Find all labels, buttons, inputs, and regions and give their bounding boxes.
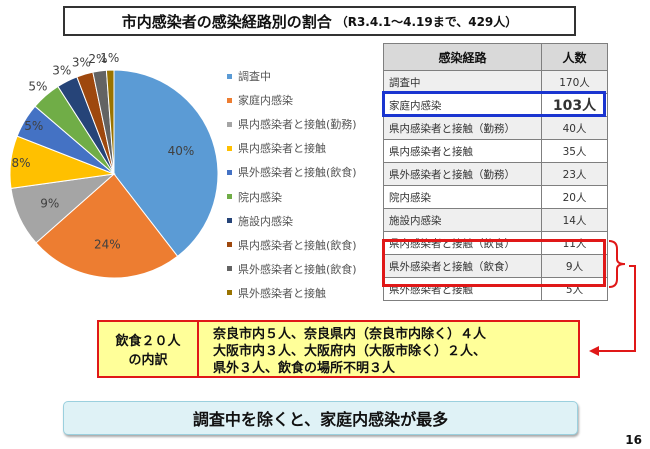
title-box: 市内感染者の感染経路別の割合 （R3.4.1～4.19まで、429人） <box>63 6 576 36</box>
table-row: 家庭内感染 103人 <box>383 93 608 117</box>
route-cell: 家庭内感染 <box>383 93 542 117</box>
legend-item: 県外感染者と接触 <box>227 283 326 303</box>
pie-slice <box>113 69 219 258</box>
conclusion-banner: 調査中を除くと、家庭内感染が最多 <box>63 401 578 435</box>
route-cell: 施設内感染 <box>383 208 542 232</box>
table-row: 調査中 170人 <box>383 70 608 94</box>
count-cell: 103人 <box>541 93 608 117</box>
note-left-line2: の内訳 <box>128 353 168 368</box>
legend-swatch <box>227 121 232 127</box>
legend-label: 県内感染者と接触 <box>238 142 326 156</box>
pie-chart: 40%24%9%8%5%5%3%3%2%1% <box>9 52 219 279</box>
count-cell: 170人 <box>541 70 608 94</box>
legend-label: 県外感染者と接触(飲食) <box>238 166 357 180</box>
legend-swatch <box>227 242 232 248</box>
pie-percent-label: 3% <box>52 63 71 77</box>
table-row: 県内感染者と接触 35人 <box>383 139 608 163</box>
route-cell: 県内感染者と接触（勤務） <box>383 116 542 140</box>
highlight-household <box>382 91 606 117</box>
route-cell: 調査中 <box>383 70 542 94</box>
arrow-icon <box>589 265 636 356</box>
legend-label: 院内感染 <box>238 190 282 204</box>
table-row: 県外感染者と接触（勤務） 23人 <box>383 162 608 186</box>
legend-swatch <box>227 145 232 151</box>
note-line: 県外３人、飲食の場所不明３人 <box>213 361 396 376</box>
note-left-line1: 飲食２０人 <box>115 334 181 349</box>
count-cell: 23人 <box>541 162 608 186</box>
header-route: 感染経路 <box>383 43 542 71</box>
legend-swatch <box>227 266 232 272</box>
count-cell: 14人 <box>541 208 608 232</box>
legend-swatch <box>227 218 232 224</box>
legend-item: 家庭内感染 <box>227 90 293 110</box>
legend-item: 県内感染者と接触 <box>227 138 326 158</box>
count-cell: 20人 <box>541 185 608 209</box>
legend-item: 施設内感染 <box>227 211 293 231</box>
table-row: 県内感染者と接触（勤務） 40人 <box>383 116 608 140</box>
table-row: 院内感染 20人 <box>383 185 608 209</box>
count-cell: 40人 <box>541 116 608 140</box>
title-sub: （R3.4.1～4.19まで、429人） <box>335 14 518 29</box>
route-cell: 県内感染者と接触 <box>383 139 542 163</box>
route-cell: 県外感染者と接触（勤務） <box>383 162 542 186</box>
legend-item: 県外感染者と接触(飲食) <box>227 162 357 182</box>
legend-item: 県内感染者と接触(勤務) <box>227 114 357 134</box>
pie-percent-label: 24% <box>94 237 121 251</box>
legend-label: 県外感染者と接触(飲食) <box>238 262 357 276</box>
highlight-dining <box>382 239 606 287</box>
brace-icon <box>608 240 626 288</box>
infection-route-table: 感染経路 人数 調査中 170人 家庭内感染 103人 県内感染者と接触（勤務） 40人県… <box>383 43 608 301</box>
legend-item: 県外感染者と接触(飲食) <box>227 259 357 279</box>
table-row: 県内感染者と接触（飲食） 11人 <box>383 231 608 255</box>
dining-breakdown-detail: 奈良市内５人、奈良県内（奈良市内除く）４人 大阪市内３人、大阪府内（大阪市除く）… <box>213 326 486 377</box>
title-main: 市内感染者の感染経路別の割合 <box>121 12 332 31</box>
legend-label: 県外感染者と接触 <box>238 286 326 300</box>
legend-label: 施設内感染 <box>238 214 293 228</box>
legend-label: 家庭内感染 <box>238 94 293 108</box>
legend-item: 調査中 <box>227 66 271 86</box>
pie-slice <box>35 173 179 279</box>
route-cell: 県外感染者と接触 <box>383 277 542 301</box>
legend-swatch <box>227 97 232 103</box>
pie-percent-label: 2% <box>88 52 107 66</box>
dining-breakdown-box: 飲食２０人 の内訳 奈良市内５人、奈良県内（奈良市内除く）４人 大阪市内３人、大… <box>97 320 580 378</box>
route-cell: 県内感染者と接触（飲食） <box>383 231 542 255</box>
table-row: 施設内感染 14人 <box>383 208 608 232</box>
header-count: 人数 <box>541 43 608 71</box>
pie-percent-label: 5% <box>28 79 47 93</box>
legend-label: 県内感染者と接触(飲食) <box>238 238 357 252</box>
legend-swatch <box>227 194 232 199</box>
page-number: 16 <box>625 433 642 447</box>
route-cell: 県外感染者と接触（飲食） <box>383 254 542 278</box>
legend-swatch <box>227 169 232 175</box>
pie-slice <box>105 69 115 175</box>
pie-percent-label: 3% <box>72 56 91 70</box>
pie-percent-label: 40% <box>168 144 195 158</box>
dining-breakdown-label: 飲食２０人 の内訳 <box>99 322 199 376</box>
route-cell: 院内感染 <box>383 185 542 209</box>
pie-percent-label: 1% <box>100 52 119 65</box>
pie-percent-label: 9% <box>40 197 59 211</box>
legend-label: 県内感染者と接触(勤務) <box>238 118 357 132</box>
legend-swatch <box>227 290 232 296</box>
note-line: 大阪市内３人、大阪府内（大阪市除く）２人、 <box>213 344 487 359</box>
count-cell: 35人 <box>541 139 608 163</box>
legend-label: 調査中 <box>238 70 271 83</box>
legend-item: 院内感染 <box>227 187 282 207</box>
legend-swatch <box>227 73 232 79</box>
note-line: 奈良市内５人、奈良県内（奈良市内除く）４人 <box>213 327 487 342</box>
pie-percent-label: 5% <box>24 119 43 133</box>
table-row: 県外感染者と接触（飲食） 9人 <box>383 254 608 278</box>
legend-item: 県内感染者と接触(飲食) <box>227 235 357 255</box>
pie-percent-label: 8% <box>12 156 31 170</box>
